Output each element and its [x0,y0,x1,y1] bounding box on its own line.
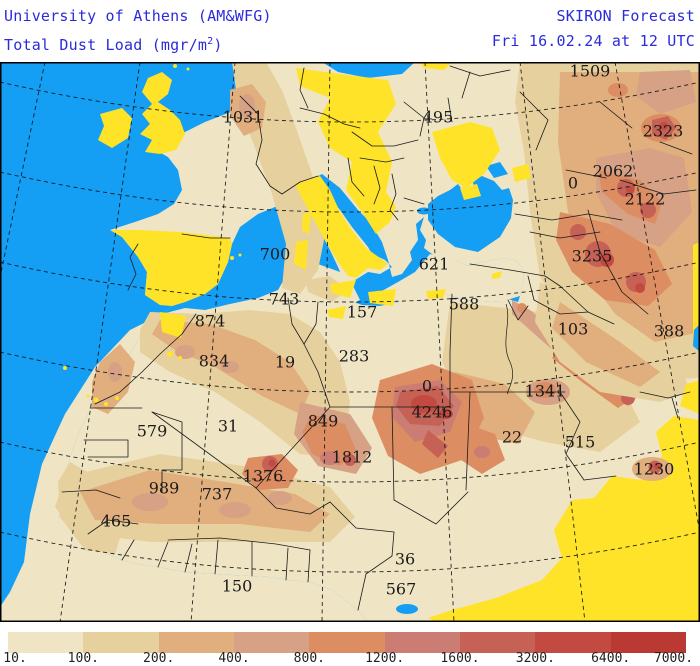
dust-value-label: 621 [419,255,450,274]
dust-value-label: 989 [149,479,180,498]
dust-value-label: 495 [423,108,454,127]
scale-swatch [83,632,159,653]
dust-value-label: 1509 [570,62,611,81]
product-title: Total Dust Load (mgr/m2) [4,36,223,54]
baltic-sea [322,62,415,78]
dust-value-label: 874 [195,312,226,331]
dust-map-svg: 1031 495 1509 2323 2062 2122 0 3235 700 621 743 588… [0,62,700,622]
color-scale: 10. 100. 200. 400. 800. 1200. 1600. 3200. 6400. 7… [0,622,700,666]
dust-value-label: 515 [565,433,596,452]
crete [426,289,446,299]
dust-value-label: 157 [347,303,378,322]
dust-value-label: 3235 [572,247,613,266]
dust-value-label: 4246 [412,403,453,422]
dust-value-label: 31 [218,417,238,436]
ireland [98,108,132,148]
color-scale-swatches [8,632,686,653]
lakes-layer [396,324,700,614]
scale-swatch [309,632,385,653]
title-bar: University of Athens (AM&WFG) Total Dust… [0,0,700,62]
dust-value-label: 103 [558,320,589,339]
morocco-rif [160,312,186,338]
dust-value-label: 0 [422,377,432,396]
dust-value-label: 36 [395,550,415,569]
dust-value-label: 19 [275,353,295,372]
coastal-lake [396,604,418,614]
dust-value-label: 700 [260,245,291,264]
forecast-map: 1031 495 1509 2323 2062 2122 0 3235 700 621 743 588… [0,62,700,622]
great-britain [140,72,185,154]
dust-value-label: 0 [568,174,578,193]
dust-value-label: 849 [308,412,339,431]
ukraine-patch [432,122,500,188]
dust-value-label: 2323 [643,122,684,141]
dust-value-label: 567 [386,580,417,599]
scale-tick-label: 1200. [365,651,405,666]
dust-value-label: 2062 [593,162,634,181]
sardinia [294,240,308,270]
black-sea [428,176,513,252]
scale-swatch [158,632,234,653]
dust-value-label: 465 [101,512,132,531]
dust-value-label: 1812 [332,448,373,467]
dust-value-label: 743 [269,290,300,309]
cyprus [492,271,502,279]
nile-river [505,303,513,395]
map-frame [0,62,700,622]
dust-value-label: 588 [449,295,480,314]
sicily [330,280,356,298]
dust-value-label: 1031 [223,108,264,127]
central-europe [296,68,396,234]
scale-swatch [384,632,460,653]
scale-tick-label: 400. [218,651,250,666]
scale-tick-label: 7000. [653,651,694,666]
dust-value-label: 1376 [243,467,284,486]
dust-value-labels: 1031 495 1509 2323 2062 2122 0 3235 700 621 743 588… [101,62,685,599]
color-scale-ticks: 10. 100. 200. 400. 800. 1200. 1600. 3200. 6400. 7… [0,651,700,666]
scale-tick-label: 1600. [440,651,480,666]
dust-value-label: 737 [202,485,233,504]
dust-over-yellow-layer [632,457,672,481]
dust-value-label: 388 [654,322,685,341]
dust-value-label: 2122 [625,190,666,209]
scale-tick-label: 800. [293,651,325,666]
scale-tick-label: 100. [67,651,99,666]
dust-intensity-layer [55,62,700,554]
superscript-2: 2 [207,36,214,47]
scale-tick-label: 10. [3,651,27,666]
scale-swatch [8,632,84,653]
valid-time: Fri 16.02.24 at 12 UTC [491,32,695,50]
scale-swatch [610,632,686,653]
sea-of-marmara [417,207,431,215]
scale-tick-label: 200. [143,651,175,666]
dust-value-label: 579 [137,422,168,441]
dust-value-label: 1341 [525,382,566,401]
east-africa [428,416,700,622]
sea-of-azov [486,162,508,178]
dust-value-label: 22 [502,428,522,447]
title-left: University of Athens (AM&WFG) Total Dust… [4,4,272,62]
scale-swatch [535,632,611,653]
scale-swatch [233,632,310,653]
corsica [302,212,311,234]
dust-value-label: 283 [339,347,370,366]
institution-title: University of Athens (AM&WFG) [4,7,272,25]
scale-tick-label: 6400. [591,651,631,666]
italy [295,176,388,278]
title-right: SKIRON Forecast Fri 16.02.24 at 12 UTC [492,4,695,62]
dust-value-label: 834 [199,352,230,371]
model-title: SKIRON Forecast [556,7,695,25]
scale-tick-label: 3200. [515,651,555,666]
dust-value-label: 150 [222,577,253,596]
no-dust-land-layer [63,62,700,622]
dust-value-label: 1230 [634,460,675,479]
iberia [110,230,232,306]
crimea [460,184,481,200]
country-borders [61,65,697,611]
scale-swatch [459,632,536,653]
